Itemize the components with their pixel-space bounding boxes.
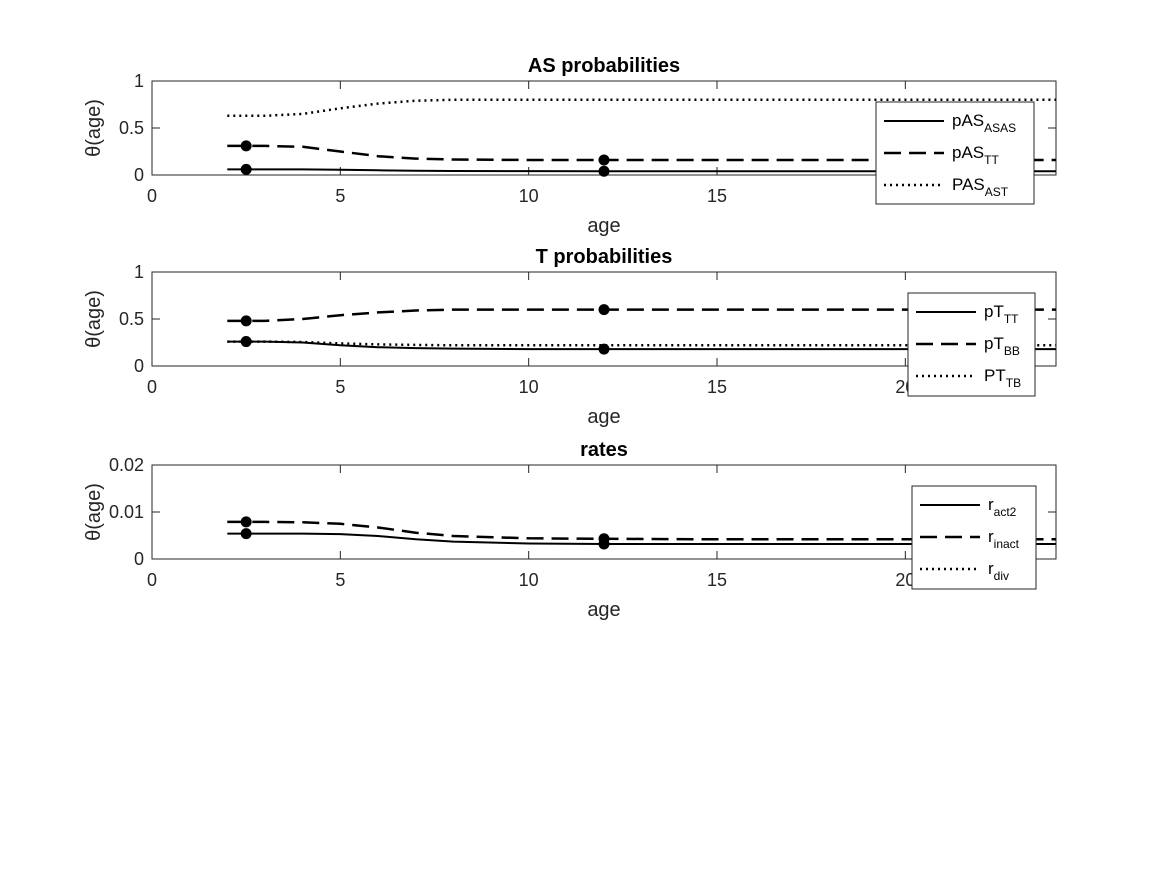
- series-line-pT-TT: [227, 340, 1056, 351]
- data-point-pT-BB: [240, 315, 252, 327]
- plot-area: [227, 308, 1056, 351]
- legend-label-main: r: [988, 495, 994, 514]
- x-tick-label: 0: [147, 570, 157, 590]
- plot-area: [227, 520, 1056, 545]
- y-tick-label: 0.5: [119, 309, 144, 329]
- legend-label-subscript: AST: [985, 185, 1009, 199]
- x-tick-label: 0: [147, 186, 157, 206]
- legend-label: PASAST: [952, 175, 1009, 199]
- legend-label-subscript: act2: [994, 505, 1017, 519]
- data-point-r-inact: [598, 533, 610, 545]
- data-point-pT-BB: [598, 304, 610, 316]
- x-tick-label: 0: [147, 377, 157, 397]
- legend-label-subscript: ASAS: [984, 121, 1016, 135]
- legend-label-main: r: [988, 559, 994, 578]
- x-axis-label: age: [587, 406, 620, 428]
- legend-label: pASTT: [952, 143, 999, 167]
- legend-label-main: PT: [984, 366, 1006, 385]
- legend-label-subscript: TT: [1004, 312, 1019, 326]
- y-tick-label: 1: [134, 262, 144, 282]
- legend-label-main: PAS: [952, 175, 985, 194]
- series-line-r-inact: [227, 520, 1056, 541]
- legend-label-main: pT: [984, 334, 1004, 353]
- series-line-pAS-ASAS: [227, 168, 1056, 173]
- legend-label: ract2: [988, 495, 1017, 519]
- data-point-pT-TT: [240, 336, 252, 348]
- x-tick-label: 15: [707, 570, 727, 590]
- data-point-r-inact: [240, 516, 252, 528]
- legend-box: [875, 101, 1035, 205]
- legend-label: PTTB: [984, 366, 1021, 390]
- chart-title: rates: [580, 439, 628, 461]
- legend-label: pTBB: [984, 334, 1020, 358]
- x-tick-label: 5: [335, 570, 345, 590]
- x-tick-label: 10: [519, 377, 539, 397]
- legend-label-subscript: TT: [984, 153, 999, 167]
- plot-area: [227, 98, 1056, 173]
- legend-label-subscript: TB: [1006, 376, 1021, 390]
- y-axis-label: θ(age): [83, 99, 105, 157]
- x-tick-label: 15: [707, 377, 727, 397]
- y-tick-label: 0: [134, 165, 144, 185]
- legend-label-main: r: [988, 527, 994, 546]
- series-line-pT-BB: [227, 308, 1056, 323]
- legend-label-subscript: BB: [1004, 344, 1020, 358]
- legend-label: rinact: [988, 527, 1020, 551]
- chart-title: T probabilities: [536, 246, 673, 268]
- y-tick-label: 0.01: [109, 502, 144, 522]
- series-line-pAS-TT: [227, 144, 1056, 162]
- legend-label-subscript: inact: [994, 537, 1020, 551]
- y-tick-label: 0: [134, 356, 144, 376]
- y-tick-label: 0.02: [109, 455, 144, 475]
- legend-label: pASASAS: [952, 111, 1016, 135]
- legend-label: rdiv: [988, 559, 1009, 583]
- x-tick-label: 10: [519, 570, 539, 590]
- y-tick-label: 0: [134, 549, 144, 569]
- x-tick-label: 5: [335, 377, 345, 397]
- series-line-r-act2: [227, 532, 1056, 545]
- legend-label: pTTT: [984, 302, 1019, 326]
- x-axis-label: age: [587, 599, 620, 621]
- data-point-pAS-TT: [598, 154, 610, 166]
- data-point-pAS-ASAS: [240, 163, 252, 175]
- x-tick-label: 10: [519, 186, 539, 206]
- x-tick-label: 15: [707, 186, 727, 206]
- chart-title: AS probabilities: [528, 55, 680, 77]
- data-point-r-act2: [240, 528, 252, 540]
- y-axis-label: θ(age): [83, 483, 105, 541]
- x-tick-label: 5: [335, 186, 345, 206]
- y-tick-label: 0.5: [119, 118, 144, 138]
- y-tick-label: 1: [134, 71, 144, 91]
- legend-label-main: pAS: [952, 143, 984, 162]
- x-axis-label: age: [587, 215, 620, 237]
- legend-label-main: pT: [984, 302, 1004, 321]
- data-point-pT-TT: [598, 343, 610, 355]
- x-tick-label: 20: [895, 570, 915, 590]
- y-axis-label: θ(age): [83, 290, 105, 348]
- legend-label-subscript: div: [994, 569, 1009, 583]
- data-point-pAS-ASAS: [598, 165, 610, 177]
- legend-label-main: pAS: [952, 111, 984, 130]
- data-point-pAS-TT: [240, 140, 252, 152]
